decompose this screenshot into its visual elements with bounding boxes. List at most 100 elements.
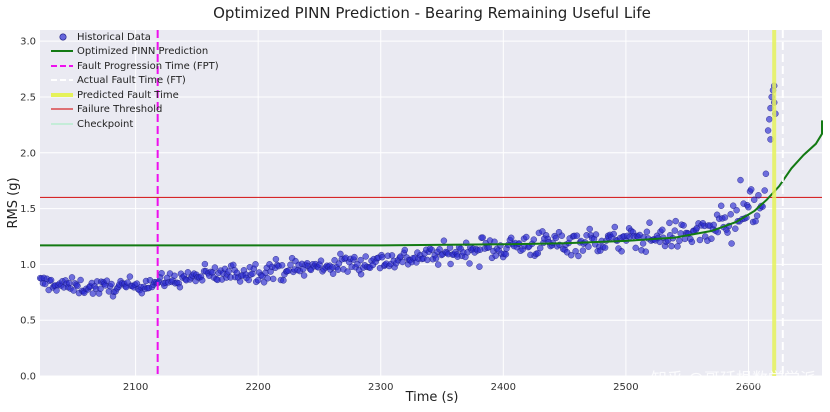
y-tick-label: 3.0 (20, 37, 36, 48)
data-point (401, 246, 408, 254)
data-point (252, 261, 259, 268)
legend-item-historical: Historical Data (59, 32, 151, 43)
y-axis-label: RMS (g) (6, 177, 21, 228)
data-point (752, 217, 759, 225)
data-point (572, 247, 579, 255)
data-point (272, 256, 280, 263)
data-point (337, 250, 344, 258)
data-point (280, 277, 287, 284)
data-point (331, 257, 338, 264)
data-point (659, 226, 666, 234)
data-point (278, 262, 286, 269)
data-point (126, 273, 134, 280)
data-point (435, 261, 442, 268)
y-tick-label: 0.5 (20, 316, 36, 327)
data-point (508, 234, 515, 242)
data-point (688, 238, 696, 246)
data-point (201, 260, 209, 268)
legend-item-fpt: Fault Progression Time (FPT) (51, 61, 219, 72)
y-axis-ticks: 0.0 0.5 1.0 1.5 2.0 2.5 3.0 (20, 37, 36, 383)
legend: Historical Data Optimized PINN Predictio… (51, 32, 219, 130)
data-point (646, 219, 653, 226)
data-point (492, 252, 499, 259)
data-point (610, 230, 617, 238)
plot-area (40, 30, 822, 376)
data-point (708, 235, 715, 242)
data-point (530, 236, 537, 243)
x-axis-ticks: 2100 2200 2300 2400 2500 2600 (123, 382, 761, 393)
data-point (618, 248, 625, 255)
data-point (585, 243, 592, 250)
data-point (176, 284, 184, 291)
pinn-prediction-line (40, 120, 823, 247)
data-point (748, 186, 755, 193)
data-point (68, 274, 76, 281)
data-point (317, 257, 325, 264)
data-point (245, 276, 252, 284)
data-point (666, 219, 673, 227)
data-point (724, 229, 731, 236)
y-tick-label: 2.0 (20, 148, 36, 159)
data-point (568, 251, 575, 259)
data-point (428, 246, 435, 253)
data-point (674, 243, 681, 250)
data-point (432, 255, 440, 262)
data-point (103, 277, 111, 284)
legend-item-pinn: Optimized PINN Prediction (51, 46, 208, 57)
data-point (730, 202, 737, 209)
data-point (171, 272, 178, 279)
legend-marker-historical (59, 33, 67, 41)
data-point (727, 211, 734, 218)
data-point (721, 214, 729, 221)
data-point (643, 228, 651, 236)
data-point (287, 261, 294, 268)
x-tick-label: 2300 (368, 382, 393, 393)
data-point (573, 232, 581, 239)
legend-label-fpt: Fault Progression Time (FPT) (77, 61, 219, 72)
data-point (447, 260, 454, 268)
data-point (502, 251, 510, 258)
data-point (351, 253, 358, 261)
data-point (476, 263, 483, 270)
legend-label-historical: Historical Data (77, 32, 151, 43)
data-point (601, 244, 609, 251)
y-tick-label: 2.5 (20, 92, 36, 103)
data-point (399, 258, 406, 266)
data-point (696, 236, 704, 244)
data-point (728, 240, 735, 247)
data-point (761, 187, 768, 194)
data-point (388, 252, 396, 259)
legend-label-ft: Actual Fault Time (FT) (77, 75, 186, 86)
legend-label-threshold: Failure Threshold (77, 104, 162, 115)
data-point (737, 176, 744, 184)
data-point (362, 253, 369, 260)
data-point (639, 240, 647, 247)
data-point (676, 237, 683, 245)
data-point (436, 246, 443, 253)
data-point (225, 268, 232, 275)
data-point (732, 225, 739, 232)
data-point (230, 261, 237, 269)
x-tick-label: 2500 (613, 382, 638, 393)
y-tick-label: 1.0 (20, 260, 36, 271)
legend-item-checkpoint: Checkpoint (51, 119, 133, 130)
x-tick-label: 2100 (123, 382, 148, 393)
data-point (611, 223, 618, 231)
data-point (668, 242, 675, 250)
data-point (766, 116, 773, 123)
data-point (552, 234, 560, 242)
data-point (198, 277, 206, 284)
data-point (680, 222, 687, 229)
data-point (642, 248, 649, 255)
data-point (523, 233, 530, 241)
data-point (718, 202, 725, 210)
data-point (53, 287, 60, 294)
data-point (539, 228, 546, 235)
data-point (440, 237, 448, 244)
legend-label-checkpoint: Checkpoint (77, 119, 133, 130)
data-point (47, 276, 55, 284)
data-point (74, 282, 81, 290)
data-point (108, 280, 115, 288)
data-point (270, 275, 277, 283)
